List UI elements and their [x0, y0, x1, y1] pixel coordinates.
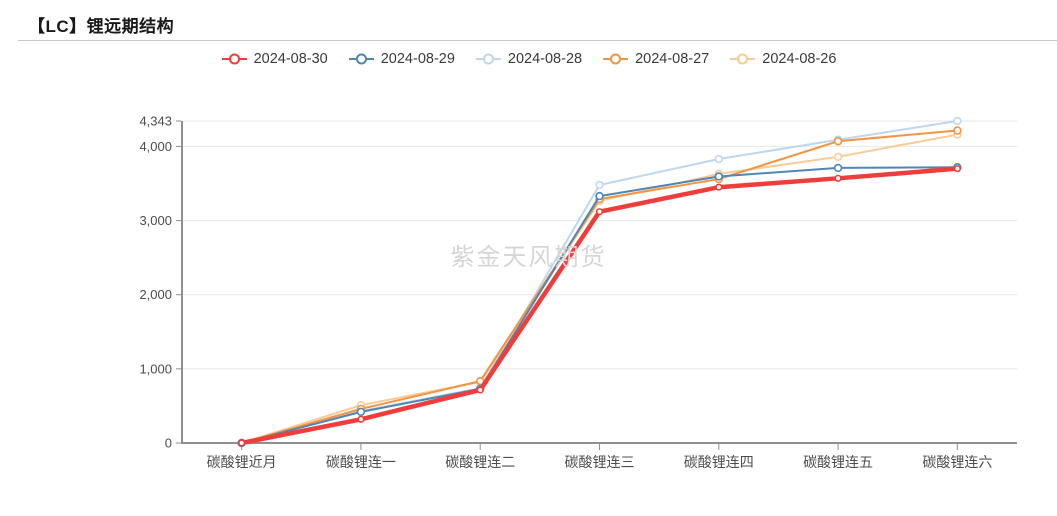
data-point-2024-08-30-5 — [834, 174, 842, 182]
legend-label: 2024-08-28 — [507, 51, 583, 67]
data-point-2024-08-28-6 — [953, 116, 962, 126]
legend-label: 2024-08-27 — [635, 51, 710, 67]
data-point-2024-08-29-4 — [714, 172, 723, 181]
y-axis-label: 0 — [165, 436, 172, 451]
data-point-2024-08-27-6 — [953, 126, 962, 135]
x-axis-label: 碳酸锂连一 — [326, 454, 396, 470]
legend-item-2024-08-28[interactable]: 2024-08-28 — [475, 49, 582, 69]
y-axis-label: 3,000 — [139, 213, 172, 228]
legend-marker-icon — [730, 53, 756, 65]
x-axis-label: 碳酸锂连五 — [803, 454, 873, 470]
data-point-2024-08-30-3 — [595, 208, 604, 216]
page-title: 【LC】锂远期结构 — [28, 17, 175, 36]
data-point-2024-08-30-1 — [357, 415, 365, 423]
chart-legend: 2024-08-30 2024-08-29 2024-08-28 2024-08-27… — [0, 49, 1057, 69]
data-point-2024-08-30-4 — [715, 183, 723, 191]
data-point-2024-08-28-3 — [595, 180, 604, 190]
x-axis-label: 碳酸锂连三 — [565, 454, 635, 470]
legend-item-2024-08-26[interactable]: 2024-08-26 — [729, 49, 836, 69]
x-axis-label: 碳酸锂连二 — [445, 454, 515, 470]
legend-label: 2024-08-26 — [762, 51, 837, 67]
data-point-2024-08-29-3 — [595, 191, 604, 201]
title-divider — [18, 40, 1057, 41]
data-point-2024-08-30-6 — [953, 165, 961, 173]
y-axis-label: 2,000 — [139, 287, 172, 302]
data-point-2024-08-28-4 — [714, 154, 723, 164]
y-axis-label: 1,000 — [139, 361, 172, 376]
legend-label: 2024-08-29 — [380, 51, 455, 67]
x-axis-label: 碳酸锂近月 — [207, 454, 277, 470]
x-axis-label: 碳酸锂连六 — [922, 454, 992, 470]
legend-item-2024-08-30[interactable]: 2024-08-30 — [221, 49, 328, 69]
x-axis-label: 碳酸锂连四 — [684, 454, 754, 470]
data-point-2024-08-30-2 — [476, 386, 484, 394]
legend-marker-icon — [221, 53, 247, 65]
legend-item-2024-08-29[interactable]: 2024-08-29 — [348, 49, 455, 69]
data-point-2024-08-26-5 — [833, 152, 843, 162]
data-point-2024-08-29-5 — [833, 163, 843, 173]
y-axis-label: 4,000 — [139, 139, 172, 154]
legend-label: 2024-08-30 — [253, 51, 328, 67]
legend-marker-icon — [348, 53, 374, 65]
data-point-2024-08-27-5 — [833, 137, 843, 146]
data-point-2024-08-30-0 — [238, 439, 246, 447]
legend-item-2024-08-27[interactable]: 2024-08-27 — [602, 49, 709, 69]
data-point-2024-08-29-1 — [356, 407, 366, 417]
y-axis-label: 4,343 — [139, 114, 172, 129]
series-line-2024-08-28 — [240, 120, 959, 444]
legend-marker-icon — [475, 53, 501, 65]
legend-marker-icon — [603, 53, 629, 65]
